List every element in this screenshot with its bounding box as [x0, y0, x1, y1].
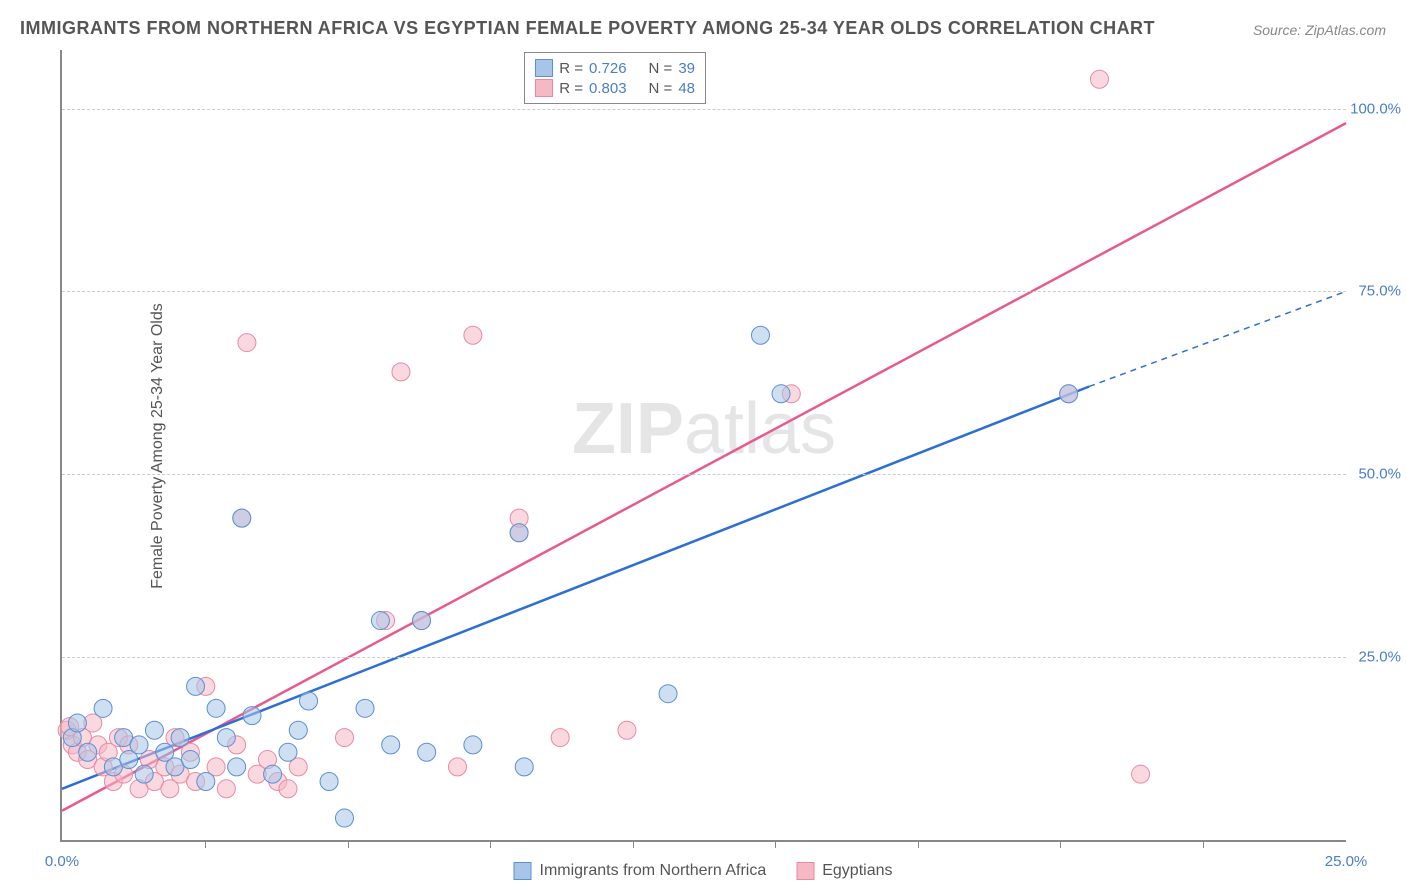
y-tick-label: 100.0%: [1350, 100, 1401, 117]
data-point-northern-africa: [515, 758, 533, 776]
y-tick-label: 25.0%: [1358, 649, 1401, 666]
data-point-northern-africa: [335, 809, 353, 827]
data-point-northern-africa: [217, 729, 235, 747]
data-point-northern-africa: [94, 699, 112, 717]
data-point-egyptians: [618, 721, 636, 739]
data-point-northern-africa: [207, 699, 225, 717]
x-minor-tick: [205, 840, 206, 848]
data-point-egyptians: [448, 758, 466, 776]
data-point-northern-africa: [228, 758, 246, 776]
x-tick-label: 25.0%: [1325, 853, 1368, 870]
x-minor-tick: [633, 840, 634, 848]
x-minor-tick: [1060, 840, 1061, 848]
data-point-northern-africa: [171, 729, 189, 747]
data-point-northern-africa: [68, 714, 86, 732]
regression-line-northern-africa: [62, 386, 1089, 788]
data-point-northern-africa: [1060, 385, 1078, 403]
data-point-northern-africa: [300, 692, 318, 710]
data-point-northern-africa: [320, 772, 338, 790]
legend-series-item: Egyptians: [796, 862, 892, 880]
grid-line: [62, 657, 1346, 658]
data-point-northern-africa: [289, 721, 307, 739]
data-point-egyptians: [279, 780, 297, 798]
y-tick-label: 75.0%: [1358, 283, 1401, 300]
data-point-egyptians: [1132, 765, 1150, 783]
source-attribution: Source: ZipAtlas.com: [1253, 22, 1386, 38]
legend-series: Immigrants from Northern Africa Egyptians: [514, 862, 893, 880]
data-point-northern-africa: [772, 385, 790, 403]
x-minor-tick: [918, 840, 919, 848]
data-point-northern-africa: [510, 524, 528, 542]
data-point-northern-africa: [751, 326, 769, 344]
data-point-northern-africa: [356, 699, 374, 717]
data-point-egyptians: [464, 326, 482, 344]
data-point-northern-africa: [135, 765, 153, 783]
x-minor-tick: [348, 840, 349, 848]
correlation-chart: IMMIGRANTS FROM NORTHERN AFRICA VS EGYPT…: [0, 0, 1406, 892]
grid-line: [62, 291, 1346, 292]
data-point-northern-africa: [279, 743, 297, 761]
x-minor-tick: [490, 840, 491, 848]
legend-series-item: Immigrants from Northern Africa: [514, 862, 767, 880]
data-point-northern-africa: [264, 765, 282, 783]
data-point-northern-africa: [130, 736, 148, 754]
data-point-northern-africa: [382, 736, 400, 754]
data-point-northern-africa: [243, 707, 261, 725]
data-point-northern-africa: [145, 721, 163, 739]
legend-swatch: [514, 862, 532, 880]
data-point-egyptians: [551, 729, 569, 747]
grid-line: [62, 109, 1346, 110]
data-point-egyptians: [238, 334, 256, 352]
chart-title: IMMIGRANTS FROM NORTHERN AFRICA VS EGYPT…: [20, 18, 1155, 39]
data-point-northern-africa: [659, 685, 677, 703]
data-point-northern-africa: [233, 509, 251, 527]
legend-series-label: Immigrants from Northern Africa: [540, 862, 767, 880]
data-point-northern-africa: [187, 677, 205, 695]
data-point-northern-africa: [79, 743, 97, 761]
y-tick-label: 50.0%: [1358, 466, 1401, 483]
data-point-northern-africa: [418, 743, 436, 761]
data-point-egyptians: [1090, 70, 1108, 88]
legend-series-label: Egyptians: [822, 862, 892, 880]
legend-swatch: [796, 862, 814, 880]
plot-area: ZIPatlas R =0.726N =39R =0.803N =48 25.0…: [60, 50, 1346, 842]
data-point-egyptians: [335, 729, 353, 747]
data-point-egyptians: [392, 363, 410, 381]
plot-svg: [62, 50, 1346, 840]
grid-line: [62, 474, 1346, 475]
regression-line-northern-africa-extrapolated: [1089, 291, 1346, 386]
data-point-northern-africa: [181, 751, 199, 769]
data-point-northern-africa: [413, 612, 431, 630]
x-tick-label: 0.0%: [45, 853, 79, 870]
data-point-northern-africa: [197, 772, 215, 790]
x-minor-tick: [775, 840, 776, 848]
data-point-egyptians: [217, 780, 235, 798]
data-point-northern-africa: [464, 736, 482, 754]
x-minor-tick: [1203, 840, 1204, 848]
data-point-northern-africa: [371, 612, 389, 630]
